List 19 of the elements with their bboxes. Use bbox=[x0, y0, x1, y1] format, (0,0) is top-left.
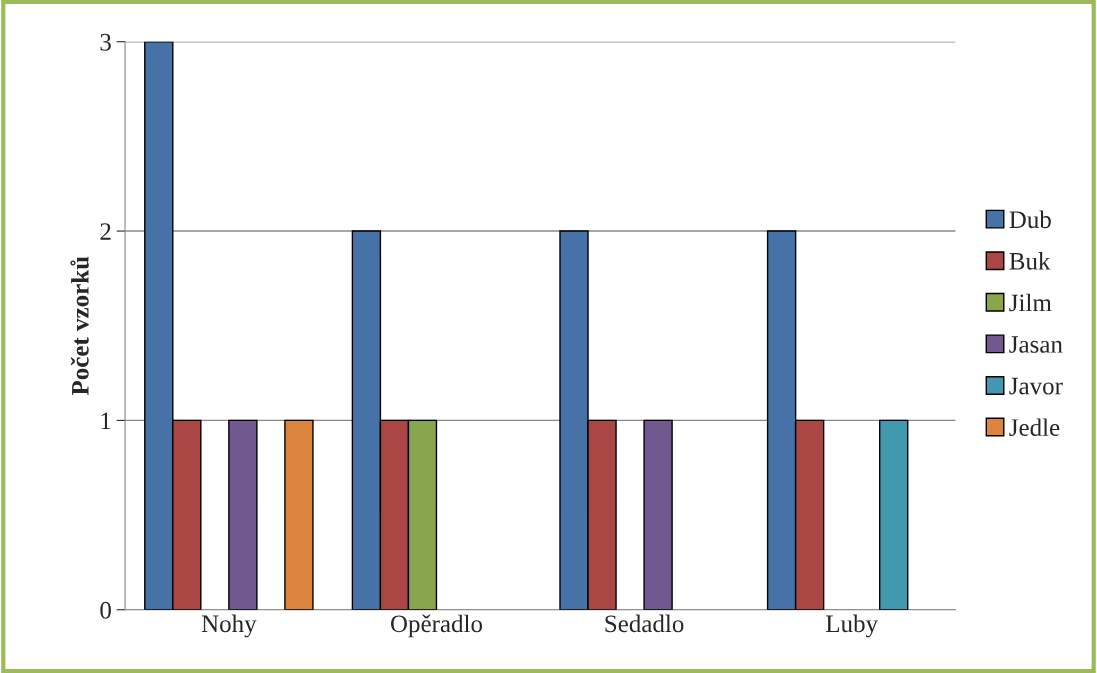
x-tick-label: Opěradlo bbox=[390, 614, 483, 638]
legend-label: Buk bbox=[1009, 252, 1051, 270]
legend-label: Dub bbox=[1009, 210, 1051, 229]
y-tick-label: 0 bbox=[100, 601, 111, 619]
y-tick-label: 2 bbox=[100, 223, 111, 240]
x-tick-label: Luby bbox=[826, 614, 878, 638]
x-tick-label: Nohy bbox=[201, 614, 257, 638]
y-tick-label: 1 bbox=[101, 412, 111, 430]
legend-label: Jilm bbox=[1009, 293, 1052, 312]
bar bbox=[643, 419, 673, 610]
x-tick-label: Sedadlo bbox=[605, 614, 684, 633]
bar bbox=[879, 419, 909, 610]
legend-label: Jasan bbox=[1009, 336, 1063, 353]
y-tick-label: 3 bbox=[100, 33, 111, 51]
bar bbox=[284, 419, 314, 610]
legend-label: Javor bbox=[1009, 377, 1063, 395]
legend-label: Jedle bbox=[1009, 418, 1060, 436]
bar bbox=[228, 419, 258, 610]
y-axis-title: Počet vzorků bbox=[70, 256, 89, 396]
